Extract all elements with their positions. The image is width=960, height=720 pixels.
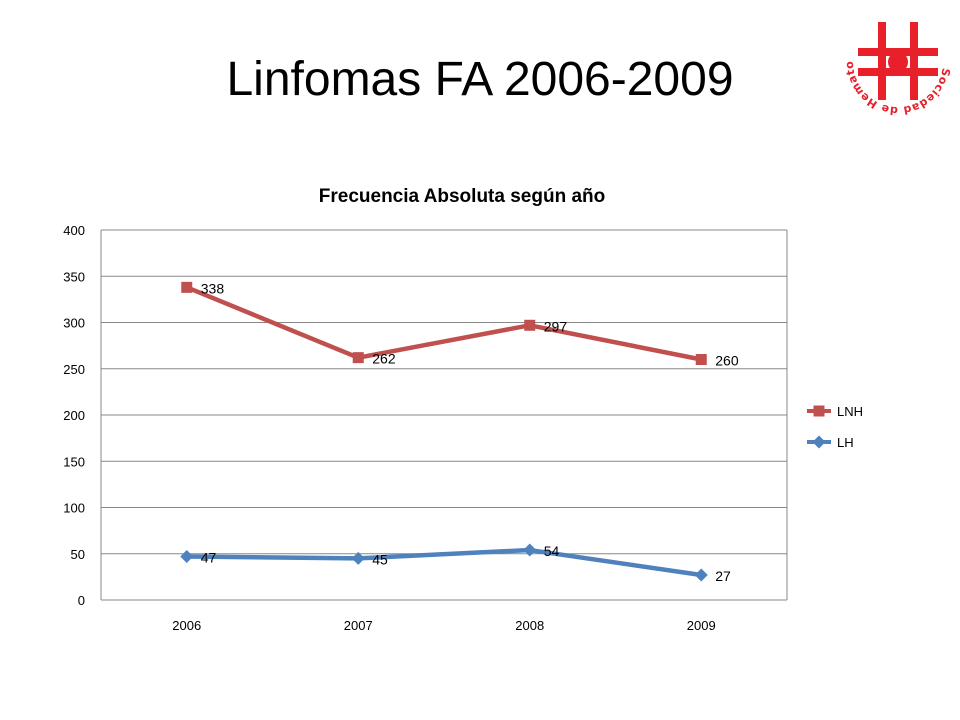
axis-layer: 0 50 100 150 200 250 300 350 400 2006 2007 2008 2009 [63,223,788,633]
data-label: 27 [715,568,731,584]
marker-diamond [523,543,537,557]
legend-label: LH [837,435,854,450]
data-label: 54 [544,543,560,559]
society-logo: Sociedad de Hematología del Uruguay [836,0,952,117]
y-tick-label: 300 [63,316,85,331]
series-layer [180,281,708,582]
y-tick-label: 50 [71,547,85,562]
marker-diamond [694,568,708,582]
x-tick-label: 2009 [687,618,716,633]
data-label: 262 [372,351,396,367]
marker-square [352,352,364,364]
y-tick-label: 100 [63,501,85,516]
y-tick-label: 200 [63,408,85,423]
marker-square [813,405,825,417]
marker-square [695,354,707,365]
data-label: 338 [201,280,225,296]
marker-diamond [812,435,826,449]
marker-square [181,281,193,293]
logo-center-dot [888,52,908,72]
y-tick-label: 400 [63,223,85,238]
logo-cross-bar-left [878,22,886,100]
y-tick-label: 150 [63,454,85,469]
data-label: 47 [201,550,217,566]
chart-title: Frecuencia Absoluta según año [319,186,605,207]
marker-diamond [180,550,194,564]
marker-square [524,319,536,331]
x-tick-label: 2008 [515,618,544,633]
legend-label: LNH [837,404,863,419]
series-line-lh [186,547,702,578]
data-label: 260 [715,353,739,369]
logo-cross-bar-right [910,22,918,100]
x-tick-label: 2007 [344,618,373,633]
marker-diamond [351,551,365,565]
x-tick-label: 2006 [172,618,201,633]
series-line-lnh [185,285,702,362]
y-tick-label: 350 [63,269,85,284]
y-tick-label: 0 [78,593,85,608]
data-label-layer: 338 262 297 260 47 45 54 27 [201,280,739,584]
legend: LNH LH [807,404,863,450]
slide-title: Linfomas FA 2006-2009 [226,53,734,106]
data-label: 297 [544,318,568,334]
y-tick-label: 250 [63,362,85,377]
grid-layer [101,229,787,601]
data-label: 45 [372,551,388,567]
